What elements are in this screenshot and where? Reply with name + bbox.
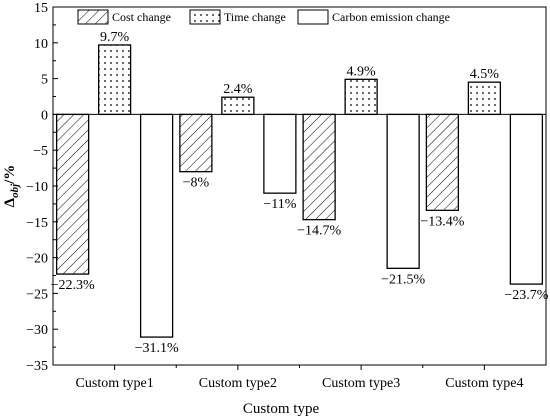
y-axis: 15 10 5 0 −5 −10 −15 −20 −25 −30 −35 <box>26 1 546 374</box>
bar-time-change-2 <box>221 96 255 116</box>
y-tick-label: −15 <box>26 216 48 231</box>
data-label: −11% <box>263 197 296 212</box>
data-label: 4.5% <box>470 67 500 82</box>
y-tick-label: −20 <box>26 252 48 267</box>
x-tick-label: Custom type4 <box>445 376 523 391</box>
data-label: 9.7% <box>100 30 130 45</box>
data-label: 4.9% <box>347 64 377 79</box>
data-label: −14.7% <box>297 224 341 239</box>
legend-swatch-carbon-emission-change <box>297 9 329 25</box>
y-axis-title-main: Δ <box>2 197 18 207</box>
y-tick-label: −10 <box>26 180 48 195</box>
y-axis-title-subscript: obj <box>9 183 21 198</box>
x-axis: Custom type1 Custom type2 Custom type3 Cust… <box>76 365 523 391</box>
legend-label: Time change <box>224 10 286 24</box>
bar-time-change-1 <box>97 44 132 116</box>
bar-carbon-emission-change-2 <box>263 113 297 194</box>
x-tick-label: Custom type2 <box>199 376 277 391</box>
y-axis-title: Δobj/% <box>2 165 21 208</box>
y-tick-label: −25 <box>26 287 48 302</box>
y-tick-label: 15 <box>34 1 48 16</box>
x-tick-label: Custom type1 <box>76 376 154 391</box>
legend-label: Cost change <box>112 10 171 24</box>
bar-carbon-emission-change-4 <box>509 113 544 285</box>
data-label: −22.3% <box>51 278 95 293</box>
bar-cost-change-2 <box>179 113 213 173</box>
data-label: −21.5% <box>381 272 425 287</box>
bar-carbon-emission-change-1 <box>139 113 174 338</box>
legend-swatch-cost-change <box>77 9 109 25</box>
bar-cost-change-1 <box>55 113 90 275</box>
legend-swatch-time-change <box>189 9 221 25</box>
data-label: 2.4% <box>223 82 253 97</box>
data-label: −8% <box>183 176 210 191</box>
bar-time-change-4 <box>467 81 502 116</box>
bar-cost-change-3 <box>302 113 336 221</box>
x-axis-title: Custom type <box>243 401 320 417</box>
y-tick-label: −35 <box>26 359 48 374</box>
svg-text:Δobj/%: Δobj/% <box>2 165 21 208</box>
legend: Cost change Time change Carbon emission ch… <box>77 9 450 25</box>
plot-frame <box>52 6 547 366</box>
y-tick-label: 0 <box>41 108 48 123</box>
y-tick-label: 10 <box>34 37 48 52</box>
bar-carbon-emission-change-3 <box>386 113 420 269</box>
bar-time-change-3 <box>344 78 378 116</box>
y-tick-label: 5 <box>41 73 48 88</box>
data-label: −13.4% <box>420 214 464 229</box>
data-label: −23.7% <box>504 288 548 303</box>
y-tick-label: −30 <box>26 323 48 338</box>
legend-label: Carbon emission change <box>332 10 450 24</box>
y-axis-title-unit: /% <box>2 165 18 185</box>
y-tick-label: −5 <box>33 144 48 159</box>
data-labels-group: −22.3% −8% −14.7% −13.4% 9.7% 2.4% 4.9% 4.5% −31… <box>51 30 549 356</box>
x-tick-label: Custom type3 <box>322 376 400 391</box>
bars-group <box>55 44 544 338</box>
bar-cost-change-4 <box>425 113 460 211</box>
data-label: −31.1% <box>135 341 179 356</box>
